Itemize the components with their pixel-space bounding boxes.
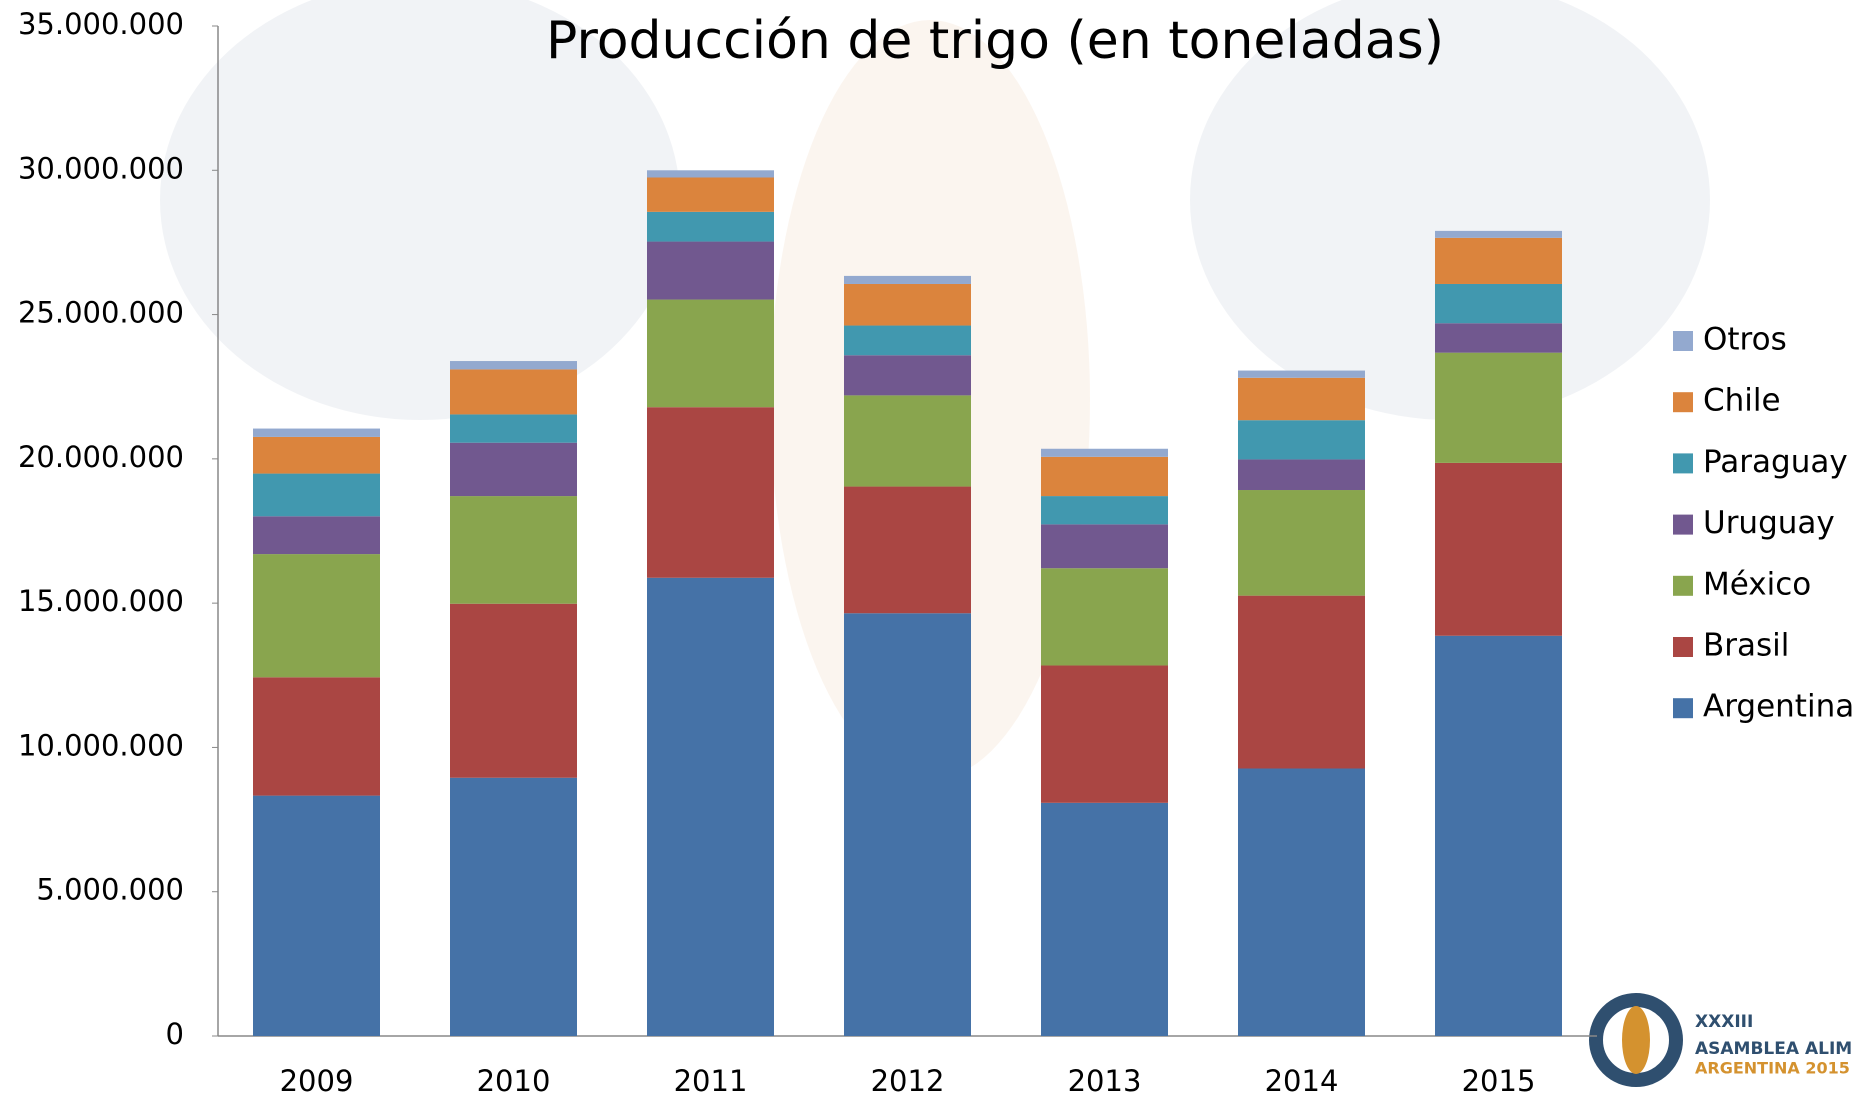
legend-swatch [1673, 576, 1693, 596]
bar-segment [647, 407, 774, 578]
bar-segment [253, 516, 380, 554]
legend-swatch [1673, 698, 1693, 718]
legend-swatch [1673, 637, 1693, 657]
bar-segment [1238, 378, 1365, 420]
bar-segment [844, 395, 971, 486]
bar-segment [1041, 568, 1168, 665]
bar-segment [1238, 420, 1365, 459]
bar-segment [450, 443, 577, 496]
bar-segment [1435, 284, 1562, 323]
bar-segment [1238, 768, 1365, 1036]
y-tick-label: 0 [166, 1017, 184, 1051]
bar-segment [1435, 231, 1562, 238]
legend-swatch [1673, 453, 1693, 473]
bar-segment [1041, 457, 1168, 496]
bar-segment [1238, 490, 1365, 596]
bar-segment [253, 429, 380, 437]
logo-text: ASAMBLEA ALIM [1695, 1039, 1852, 1059]
legend-label: Argentina [1703, 689, 1854, 725]
y-tick-label: 20.000.000 [18, 440, 184, 474]
legend-swatch [1673, 331, 1693, 351]
y-tick-label: 15.000.000 [18, 584, 184, 618]
legend-label: México [1703, 566, 1811, 602]
bar-segment [450, 496, 577, 604]
bar-segment [1435, 353, 1562, 463]
bar-segment [647, 578, 774, 1036]
x-tick-label: 2010 [477, 1064, 551, 1098]
logo-text: XXXIII [1695, 1012, 1753, 1032]
bar-segment [844, 355, 971, 395]
bar-segment [1435, 463, 1562, 636]
bar-segment [1041, 449, 1168, 457]
bar-segment [450, 361, 577, 369]
bar-segment [647, 300, 774, 408]
bar-segment [647, 212, 774, 242]
bar-segment [450, 604, 577, 778]
x-tick-label: 2015 [1462, 1064, 1536, 1098]
chart: Producción de trigo (en toneladas) XXXII… [0, 0, 1857, 1100]
bar-segment [1041, 524, 1168, 568]
bar-segment [844, 487, 971, 614]
legend-label: Chile [1703, 383, 1781, 419]
legend-label: Uruguay [1703, 505, 1835, 541]
y-tick-label: 25.000.000 [18, 296, 184, 330]
y-tick-label: 35.000.000 [18, 7, 184, 41]
bar-segment [1435, 636, 1562, 1036]
bar-segment [253, 437, 380, 474]
bar-segment [253, 474, 380, 517]
legend-label: Brasil [1703, 628, 1789, 664]
x-tick-label: 2014 [1265, 1064, 1339, 1098]
y-tick-label: 5.000.000 [36, 873, 184, 907]
bar-segment [1041, 665, 1168, 802]
bar-segment [1238, 459, 1365, 490]
bar-segment [1238, 596, 1365, 769]
bar-segment [1041, 803, 1168, 1036]
bar-segment [253, 796, 380, 1036]
logo: XXXIII ASAMBLEA ALIM ARGENTINA 2015 [1596, 1000, 1852, 1080]
legend-label: Paraguay [1703, 444, 1848, 480]
bar-segment [1435, 323, 1562, 352]
bar-segment [253, 677, 380, 795]
legend-swatch [1673, 392, 1693, 412]
x-tick-label: 2009 [280, 1064, 354, 1098]
bar-segment [647, 170, 774, 177]
logo-wheat [1622, 1006, 1650, 1074]
bar-segment [450, 369, 577, 414]
bar-segment [1435, 238, 1562, 284]
legend-label: Otros [1703, 322, 1787, 358]
bar-segment [450, 778, 577, 1036]
bar-segment [253, 554, 380, 677]
x-tick-label: 2012 [871, 1064, 945, 1098]
bar-segment [844, 613, 971, 1036]
legend-swatch [1673, 515, 1693, 535]
bar-segment [450, 414, 577, 442]
bar-segment [647, 178, 774, 212]
x-tick-label: 2011 [674, 1064, 748, 1098]
bar-segment [1238, 371, 1365, 378]
bar-segment [844, 276, 971, 284]
x-tick-label: 2013 [1068, 1064, 1142, 1098]
bar-segment [647, 242, 774, 300]
bar-segment [844, 284, 971, 326]
chart-title: Producción de trigo (en toneladas) [546, 11, 1444, 71]
y-tick-label: 30.000.000 [18, 151, 184, 185]
logo-text: ARGENTINA 2015 [1695, 1059, 1850, 1078]
bar-segment [1041, 496, 1168, 524]
y-tick-label: 10.000.000 [18, 728, 184, 762]
bar-segment [844, 326, 971, 356]
